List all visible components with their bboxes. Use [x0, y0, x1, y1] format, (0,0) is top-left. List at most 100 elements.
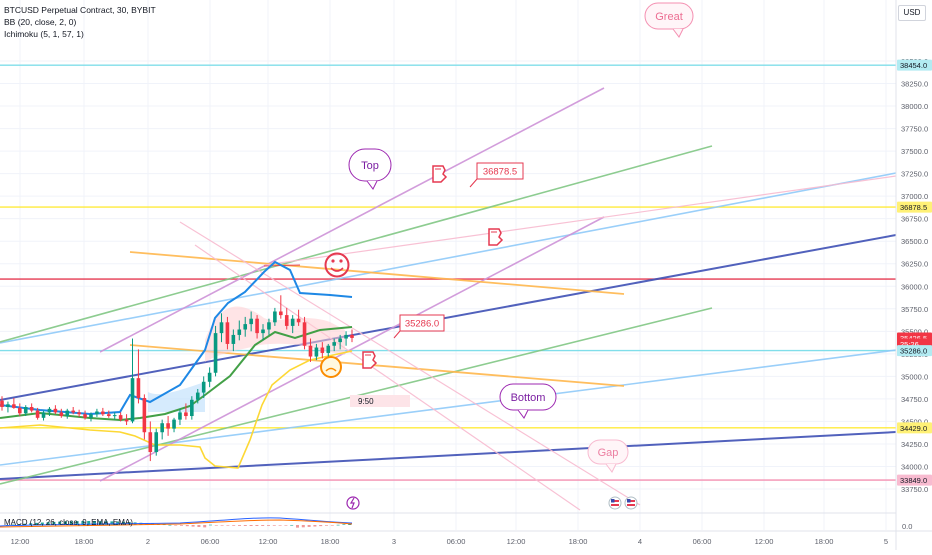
candle — [172, 417, 176, 433]
price-tag-label: 25:26 — [900, 340, 919, 349]
macd-signal-line — [0, 519, 353, 528]
candle-body — [350, 334, 354, 338]
symbol-title[interactable]: BTCUSD Perpetual Contract, 30, BYBIT — [4, 5, 156, 15]
candle-body — [195, 392, 200, 400]
hand-pointer-icon — [432, 165, 448, 183]
us-flag-stripe — [611, 504, 619, 506]
currency-button[interactable]: USD — [898, 5, 926, 21]
candle — [326, 343, 331, 357]
candle — [12, 397, 16, 409]
price-tick-label: 36000.0 — [901, 282, 928, 291]
indicator-legend: BTCUSD Perpetual Contract, 30, BYBIT BB … — [4, 4, 156, 40]
macd-histogram-bar — [243, 525, 247, 526]
macd-histogram-bar — [278, 525, 282, 526]
trend-line — [129, 251, 625, 295]
candle — [308, 338, 313, 362]
macd-histogram-bar — [17, 524, 21, 525]
candle-body — [148, 432, 153, 453]
candle-body — [237, 329, 242, 335]
macd-histogram-bar — [23, 523, 27, 525]
grid-lines — [0, 0, 896, 530]
candle — [47, 407, 52, 417]
smiley-eye — [339, 259, 343, 263]
macd-histogram-bar — [64, 521, 67, 525]
ichimoku-legend[interactable]: Ichimoku (5, 1, 57, 1) — [4, 29, 84, 39]
trend-line — [194, 244, 581, 511]
macd-histogram-bar — [185, 525, 189, 527]
annotations: Great Top Bottom Gap 36878.5 35286.0 9:50 — [320, 2, 694, 510]
macd-line — [0, 517, 353, 527]
us-flag-canton — [627, 499, 631, 503]
macd-legend[interactable]: MACD (12, 26, close, 9, EMA, EMA) — [4, 518, 133, 527]
candle-body — [95, 411, 99, 415]
price-tag-label: 34429.0 — [900, 424, 927, 433]
price-tick-label: 38000.0 — [901, 102, 928, 111]
candle-body — [184, 412, 188, 417]
macd-histogram-bar — [81, 521, 85, 525]
candle-body — [17, 407, 22, 414]
candle-body — [225, 322, 230, 344]
price-tag-label: 33849.0 — [900, 476, 927, 485]
macd-histogram-bar — [220, 525, 224, 526]
price-tick-label: 34250.0 — [901, 440, 928, 449]
candle-body — [65, 410, 70, 417]
price-tick-label: 37500.0 — [901, 147, 928, 156]
candle — [284, 307, 289, 330]
price-tick-label: 36750.0 — [901, 215, 928, 224]
candle — [344, 331, 348, 346]
macd-histogram-bar — [46, 522, 50, 525]
macd-histogram-bar — [174, 525, 178, 526]
candle-body — [53, 408, 58, 413]
trend-lines — [0, 87, 897, 511]
candle — [249, 311, 253, 332]
candle — [154, 428, 159, 456]
trend-line — [99, 87, 605, 353]
smiley-mouth — [330, 267, 344, 272]
price-tag-box — [897, 474, 932, 486]
countdown-text: 9:50 — [358, 397, 374, 406]
macd-histogram-bar — [58, 521, 62, 525]
sad-face-circle — [320, 356, 342, 378]
price-label-high-box — [476, 162, 524, 180]
bollinger-bands-legend[interactable]: BB (20, close, 2, 0) — [4, 17, 77, 27]
macd-histogram-bar — [40, 522, 44, 525]
macd-histogram-bar — [342, 524, 346, 525]
candle-body — [12, 404, 16, 408]
candle-body — [308, 345, 313, 357]
macd-histogram-bar — [348, 523, 352, 525]
candle — [65, 408, 70, 419]
candle — [213, 325, 218, 377]
candle — [166, 416, 170, 436]
time-tick-label: 12:00 — [755, 537, 774, 546]
bottom-callout: Bottom — [499, 383, 557, 419]
price-tag-box — [897, 422, 932, 434]
candle-body — [23, 407, 28, 414]
trend-line — [0, 234, 897, 401]
candle — [273, 307, 277, 326]
top-callout-tail — [366, 180, 378, 190]
candle — [23, 405, 28, 417]
macd-histogram-bar — [29, 523, 33, 525]
us-flag-stripe — [611, 500, 619, 502]
bollinger-lower-band — [0, 350, 353, 469]
time-tick-label: 18:00 — [815, 537, 834, 546]
macd-histogram-bar — [87, 521, 91, 525]
candle — [332, 338, 337, 352]
time-tick-label: 2 — [146, 537, 150, 546]
candle-body — [142, 397, 147, 433]
price-label-mid-text: 35286.0 — [405, 319, 439, 330]
time-tick-label: 18:00 — [569, 537, 588, 546]
sad-face-mouth — [325, 367, 337, 372]
candle-body — [83, 414, 87, 418]
macd-histogram-bar — [93, 521, 96, 525]
price-tick-label: 36250.0 — [901, 260, 928, 269]
trend-line — [0, 145, 713, 343]
trend-line — [0, 172, 897, 344]
candle — [142, 394, 147, 440]
candle-body — [302, 322, 307, 346]
time-tick-label: 18:00 — [321, 537, 340, 546]
candle — [130, 338, 135, 424]
candle — [225, 316, 230, 350]
